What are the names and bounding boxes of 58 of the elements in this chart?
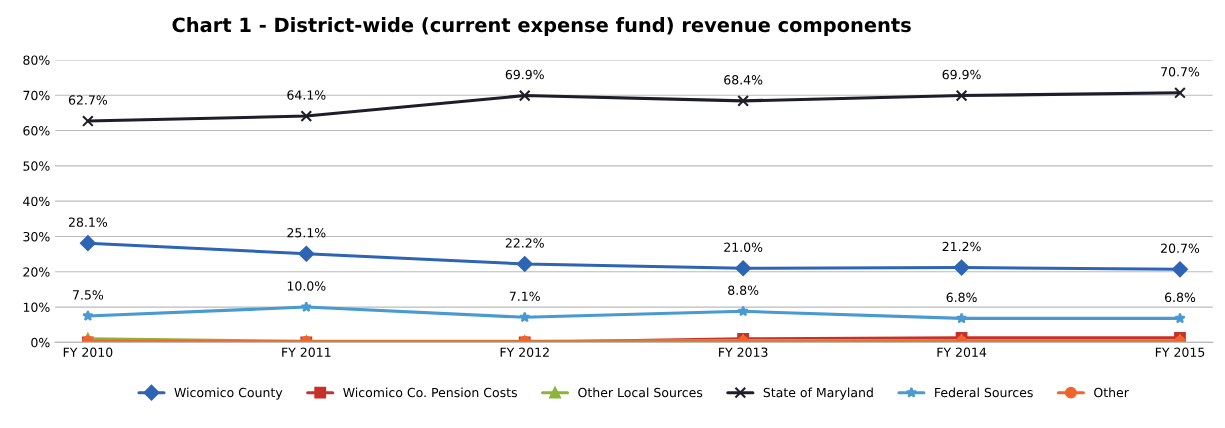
legend-label: Other [1094, 387, 1129, 398]
point [735, 260, 752, 277]
point [737, 94, 750, 107]
x-tick-label: FY 2010 [63, 347, 113, 357]
point [81, 115, 94, 127]
point [1172, 261, 1188, 278]
x-tick-label: FY 2011 [282, 347, 331, 357]
data-label: 10.0% [287, 281, 326, 291]
y-tick-label: 0% [31, 337, 50, 348]
legend-label: Federal Sources [935, 387, 1033, 398]
y-tick-label: 10% [23, 302, 50, 313]
chart-title: Chart 1 - District-wide (current expense fund) revenue components [172, 17, 911, 36]
data-label: 8.8% [728, 285, 759, 296]
point [953, 259, 970, 276]
data-label: 25.1% [287, 228, 326, 238]
point [955, 312, 968, 324]
data-label: 6.8% [946, 292, 977, 303]
x-tick-label: FY 2014 [937, 347, 987, 357]
point [519, 311, 531, 323]
point [1174, 312, 1186, 324]
point [1174, 86, 1186, 99]
y-tick-label: 40% [23, 196, 50, 207]
y-tick-label: 30% [23, 231, 50, 242]
point [82, 310, 94, 321]
point [300, 110, 313, 122]
data-label: 70.7% [1161, 66, 1200, 77]
point [298, 245, 315, 262]
legend-label: Wicomico County [174, 387, 283, 400]
legend-label: Wicomico Co. Pension Costs [343, 387, 517, 398]
legend-label: Other Local Sources [578, 387, 703, 398]
data-label: 22.2% [505, 238, 544, 248]
data-label: 62.7% [68, 95, 108, 105]
legend-label: State of Maryland [763, 387, 873, 400]
point [516, 256, 533, 272]
x-tick-label: FY 2012 [500, 347, 549, 357]
data-label: 6.8% [1164, 292, 1196, 303]
data-label: 21.2% [942, 241, 981, 252]
y-tick-label: 50% [23, 161, 50, 171]
data-label: 69.9% [505, 69, 544, 80]
data-label: 20.7% [1161, 243, 1200, 253]
data-label: 68.4% [724, 75, 763, 85]
y-tick-label: 70% [23, 90, 50, 101]
point [518, 89, 531, 102]
point [737, 305, 749, 317]
x-tick-label: FY 2015 [1155, 347, 1205, 357]
data-label: 7.5% [73, 290, 104, 300]
data-label: 64.1% [287, 90, 326, 100]
y-tick-label: 80% [23, 55, 50, 65]
point [300, 301, 312, 313]
data-label: 21.0% [724, 242, 763, 252]
data-label: 7.1% [509, 291, 540, 302]
data-label: 28.1% [68, 217, 108, 227]
y-tick-label: 60% [23, 126, 50, 136]
point [955, 89, 968, 102]
point [79, 235, 96, 252]
x-tick-label: FY 2013 [719, 347, 768, 357]
y-tick-label: 20% [23, 267, 50, 277]
data-label: 69.9% [942, 69, 981, 80]
